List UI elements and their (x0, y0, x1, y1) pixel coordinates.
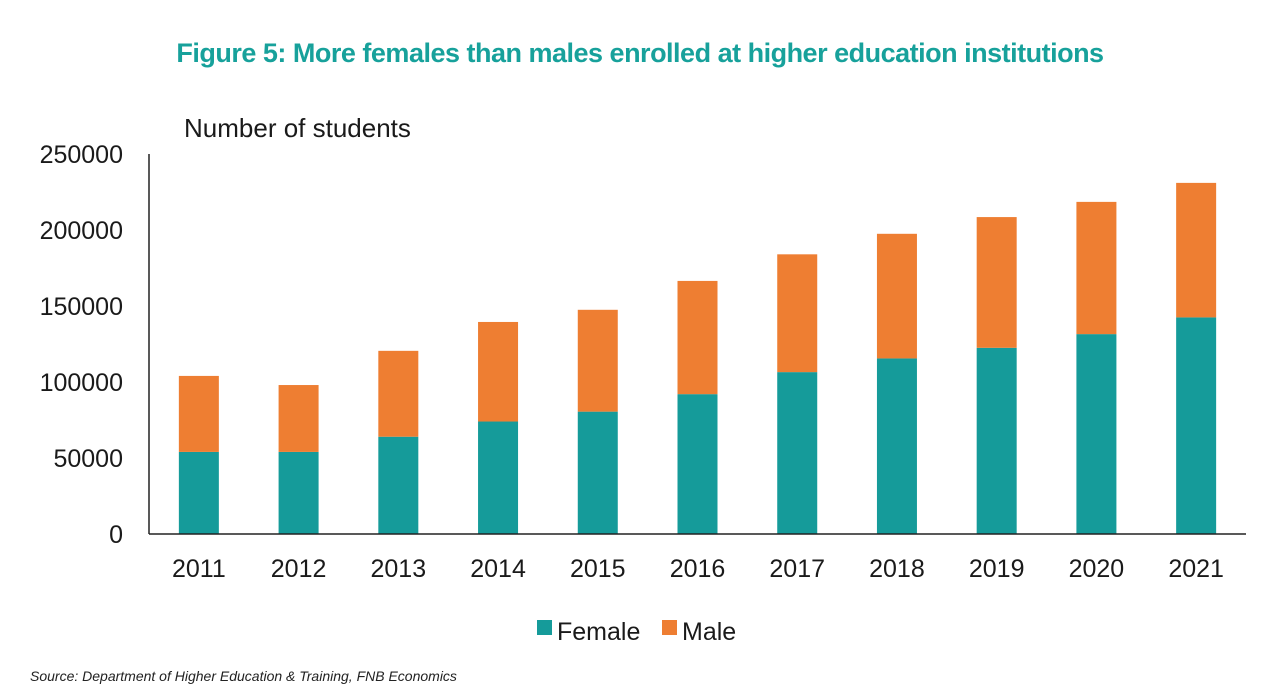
bar-female-2018 (876, 358, 917, 534)
y-tick-label: 150000 (40, 293, 123, 321)
x-tick-label: 2017 (769, 555, 825, 583)
x-tick-label: 2016 (670, 555, 726, 583)
bar-female-2013 (378, 436, 419, 534)
y-tick-label: 50000 (53, 445, 123, 473)
bar-female-2019 (976, 347, 1017, 534)
x-tick-label: 2020 (1069, 555, 1125, 583)
y-tick-labels: 0 50000 100000 150000 200000 250000 (40, 141, 123, 549)
bar-female-2011 (178, 451, 219, 534)
bar-female-2016 (677, 394, 718, 534)
legend-swatch-male (662, 620, 677, 635)
x-tick-labels: 2011 2012 2013 2014 2015 2016 2017 2018 2019 2020… (172, 555, 1224, 583)
bar-female-2015 (577, 411, 618, 534)
legend-label-male: Male (682, 618, 736, 646)
bar-male-2021 (1176, 182, 1217, 318)
x-tick-label: 2014 (470, 555, 526, 583)
bar-male-2018 (876, 233, 917, 359)
chart-title: Figure 5: More females than males enroll… (176, 38, 1104, 68)
bar-male-2015 (577, 309, 618, 412)
legend-swatch-female (537, 620, 552, 635)
bar-male-2017 (777, 254, 818, 373)
y-tick-label: 100000 (40, 369, 123, 397)
x-tick-label: 2021 (1168, 555, 1224, 583)
x-tick-label: 2013 (371, 555, 427, 583)
bar-male-2014 (478, 321, 519, 422)
y-axis-label: Number of students (184, 113, 411, 143)
legend-label-female: Female (557, 618, 640, 646)
bar-female-2017 (777, 372, 818, 534)
bar-female-2020 (1076, 334, 1117, 534)
bar-female-2014 (478, 421, 519, 534)
x-tick-label: 2019 (969, 555, 1025, 583)
y-tick-label: 200000 (40, 217, 123, 245)
bar-male-2020 (1076, 201, 1117, 335)
x-tick-label: 2015 (570, 555, 626, 583)
x-tick-label: 2018 (869, 555, 925, 583)
axis-layer (148, 154, 1246, 535)
bars-layer (178, 182, 1217, 534)
y-tick-label: 0 (109, 521, 123, 549)
bar-female-2012 (278, 451, 319, 534)
bar-female-2021 (1176, 317, 1217, 534)
x-tick-label: 2012 (271, 555, 327, 583)
bar-male-2019 (976, 217, 1017, 348)
bar-male-2012 (278, 385, 319, 452)
legend: Female Male (537, 618, 736, 646)
bar-male-2011 (178, 375, 219, 452)
source-note: Source: Department of Higher Education &… (30, 668, 457, 684)
y-tick-label: 250000 (40, 141, 123, 169)
x-tick-label: 2011 (172, 555, 226, 583)
bar-male-2016 (677, 280, 718, 395)
bar-male-2013 (378, 350, 419, 437)
